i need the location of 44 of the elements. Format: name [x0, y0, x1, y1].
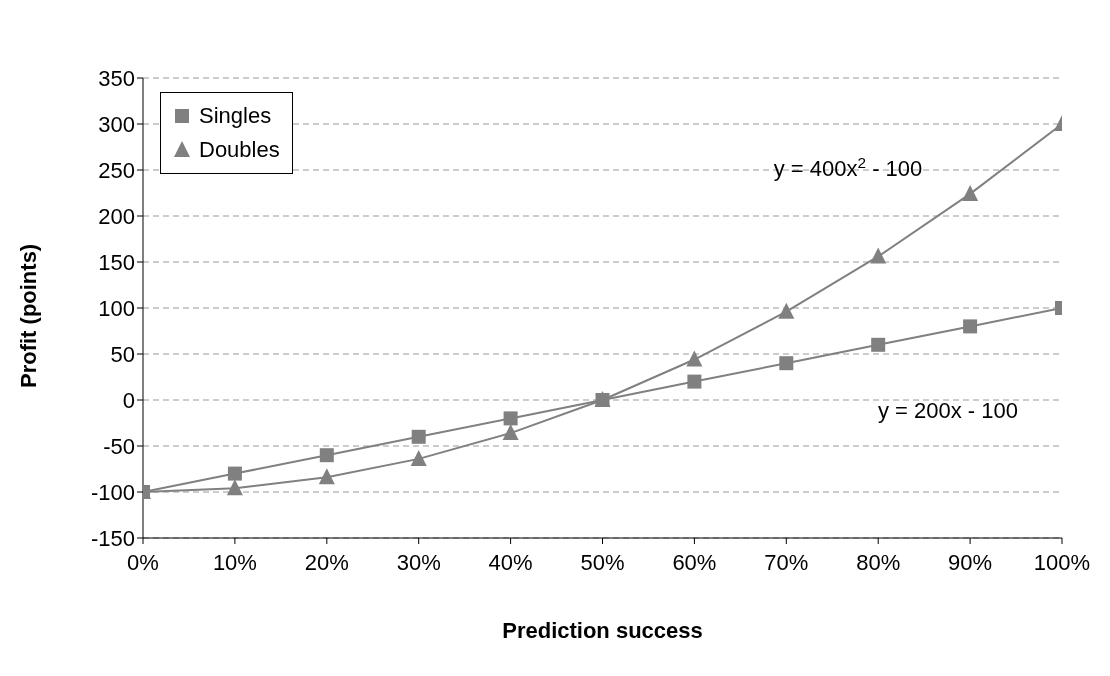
- point: [226, 479, 243, 496]
- x-tick-label: 20%: [304, 549, 349, 575]
- annotation: y = 200x - 100: [877, 398, 1019, 423]
- x-tick-label: 0%: [127, 549, 159, 575]
- x-tick-label: 60%: [672, 549, 717, 575]
- point: [227, 466, 242, 481]
- y-tick-label: 200: [98, 203, 135, 229]
- y-tick-label: 350: [98, 65, 135, 91]
- point: [962, 184, 979, 201]
- x-axis-title: Prediction success: [502, 618, 703, 643]
- y-tick-label: 50: [110, 341, 135, 367]
- x-tick-label: 40%: [488, 549, 533, 575]
- y-tick-label: -50: [103, 433, 135, 459]
- y-tick-label: 300: [98, 111, 135, 137]
- x-tick-label: 70%: [764, 549, 809, 575]
- y-tick-label: 150: [98, 249, 135, 275]
- legend-label: Singles: [199, 102, 272, 130]
- y-tick-label: -100: [90, 479, 135, 505]
- point: [318, 468, 335, 485]
- y-tick-label: 0: [122, 387, 135, 413]
- point: [687, 374, 702, 389]
- y-axis-title: Profit (points): [15, 243, 41, 388]
- x-tick-label: 50%: [580, 549, 625, 575]
- x-tick-label: 80%: [856, 549, 901, 575]
- x-tick-label: 90%: [948, 549, 993, 575]
- x-tick-label: 10%: [212, 549, 257, 575]
- y-tick-label: -150: [90, 525, 135, 551]
- point: [411, 429, 426, 444]
- point: [503, 411, 518, 426]
- annotation: y = 400x$^{2}$ - 100: [773, 153, 923, 181]
- point: [779, 356, 794, 371]
- x-tick-label: 100%: [1033, 549, 1091, 575]
- y-tick-label: 100: [98, 295, 135, 321]
- y-tick-label: 250: [98, 157, 135, 183]
- point: [410, 449, 427, 466]
- legend-label: Doubles: [199, 136, 280, 164]
- point: [319, 448, 334, 463]
- point: [963, 319, 978, 334]
- x-tick-label: 30%: [396, 549, 441, 575]
- point: [871, 337, 886, 352]
- point: [778, 302, 795, 319]
- point: [502, 424, 519, 441]
- point: [686, 350, 703, 367]
- point: [870, 247, 887, 264]
